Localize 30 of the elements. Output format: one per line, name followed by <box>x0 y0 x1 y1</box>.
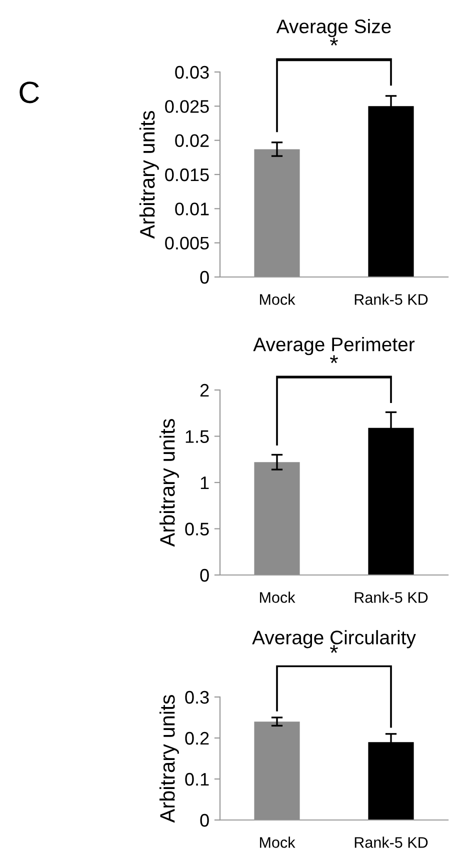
text: * <box>330 355 338 364</box>
y-tick-label: 0.02 <box>175 134 209 148</box>
y-tick-label: 0.03 <box>175 66 209 79</box>
chart-title: Average Size <box>276 19 391 38</box>
text: C <box>20 82 40 104</box>
y-tick-label: 1 <box>200 476 209 490</box>
y-tick-label: 0.1 <box>185 772 209 786</box>
y-tick-label: 0.005 <box>165 236 209 250</box>
y-tick-label: 0.01 <box>175 202 209 216</box>
y-axis-title: Arbitrary units <box>160 418 179 547</box>
y-tick-label: 0.5 <box>185 522 209 536</box>
x-tick-label: Rank-5 KD <box>354 592 428 603</box>
x-tick-label: Rank-5 KD <box>354 294 428 305</box>
x-tick-label: Mock <box>260 836 296 848</box>
y-tick-label: 0.2 <box>185 732 209 745</box>
x-tick-label: Mock <box>260 294 296 305</box>
y-tick-label: 0 <box>200 270 209 284</box>
y-tick-label: 0.025 <box>165 100 209 113</box>
y-tick-label: 0 <box>200 568 209 582</box>
y-tick-label: 0 <box>200 814 209 827</box>
x-tick-label: Mock <box>260 592 296 603</box>
chart-title: Average Perimeter <box>253 337 415 356</box>
y-tick-label: 2 <box>200 384 209 397</box>
y-tick-label: 0.3 <box>185 690 209 704</box>
text: * <box>330 38 338 46</box>
y-tick-label: 1.5 <box>186 430 209 443</box>
x-tick-label: Rank-5 KD <box>354 836 428 848</box>
y-tick-label: 0.015 <box>165 168 209 182</box>
y-axis-title: Arbitrary units <box>160 694 179 823</box>
y-axis-title: Arbitrary units <box>139 110 159 239</box>
